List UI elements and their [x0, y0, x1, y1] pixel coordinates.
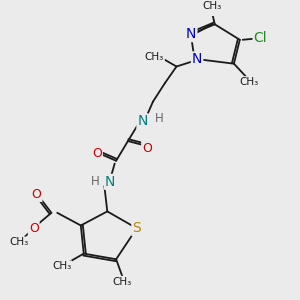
Text: Cl: Cl [254, 32, 267, 45]
Text: CH₃: CH₃ [239, 77, 258, 87]
Text: N: N [105, 175, 116, 189]
Text: CH₃: CH₃ [112, 277, 132, 287]
Text: O: O [29, 222, 39, 235]
Text: CH₃: CH₃ [145, 52, 164, 62]
Text: O: O [32, 188, 42, 201]
Text: H: H [91, 176, 100, 188]
Text: CH₃: CH₃ [202, 1, 221, 11]
Text: CH₃: CH₃ [52, 261, 71, 271]
Text: H: H [154, 112, 163, 125]
Text: N: N [192, 52, 202, 67]
Text: CH₃: CH₃ [9, 237, 28, 248]
Text: O: O [92, 147, 102, 160]
Text: S: S [132, 221, 141, 235]
Text: O: O [142, 142, 152, 154]
Text: N: N [137, 114, 148, 128]
Text: N: N [186, 27, 196, 41]
